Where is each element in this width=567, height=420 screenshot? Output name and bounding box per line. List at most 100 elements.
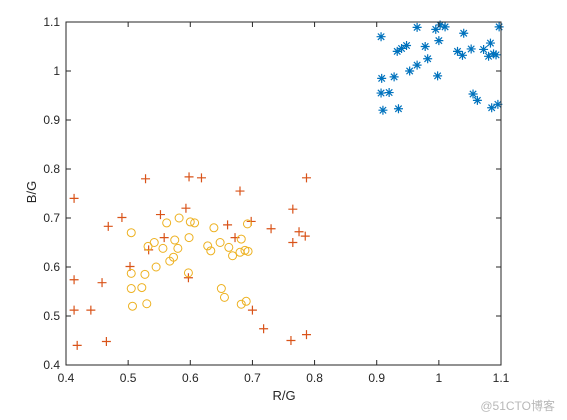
asterisk-point: [440, 22, 450, 32]
circle-point: [235, 247, 245, 257]
y-tick-label: 0.9: [43, 113, 60, 127]
y-tick-label: 0.5: [43, 309, 60, 323]
asterisk-point: [453, 46, 462, 56]
asterisk-point: [402, 41, 412, 51]
plus-point: [86, 305, 96, 315]
plus-point: [301, 330, 311, 340]
y-tick-label: 0.8: [43, 162, 60, 176]
circle-point: [149, 238, 159, 247]
plus-point: [117, 213, 127, 223]
asterisk-point: [376, 88, 386, 98]
circle-point: [173, 243, 183, 253]
asterisk-point: [412, 22, 422, 32]
plus-point: [101, 336, 111, 346]
plus-point: [223, 220, 233, 230]
circle-point: [184, 233, 194, 243]
asterisk-point: [378, 105, 388, 115]
asterisk-point: [457, 50, 467, 60]
y-tick-label: 0.6: [43, 260, 60, 274]
circle-point: [224, 242, 234, 252]
asterisk-point: [377, 73, 387, 83]
y-tick-label: 0.7: [43, 211, 60, 225]
plus-point: [69, 305, 79, 315]
x-tick-label: 0.7: [244, 371, 261, 385]
circle-point: [236, 299, 246, 309]
plus-point: [97, 278, 107, 288]
circle-point: [126, 284, 136, 294]
asterisk-point: [384, 88, 394, 98]
plus-point: [286, 336, 296, 345]
circle-point: [243, 246, 253, 256]
asterisk-point: [493, 99, 503, 109]
circle-point: [219, 292, 229, 302]
circle-point: [126, 228, 136, 238]
asterisk-point: [491, 50, 501, 60]
asterisk-point: [479, 44, 489, 54]
x-tick-label: 1.1: [493, 371, 510, 385]
x-axis-label: R/G: [272, 388, 295, 403]
circle-point: [209, 223, 219, 233]
plus-point: [300, 231, 310, 241]
circle-point: [140, 269, 150, 279]
asterisk-point: [393, 104, 403, 114]
plus-point: [230, 233, 240, 243]
circle-point: [137, 283, 147, 293]
plus-point: [266, 224, 276, 234]
plus-point: [196, 173, 206, 183]
circle-point: [203, 241, 213, 251]
plus-point: [294, 227, 304, 237]
x-tick-label: 0.5: [120, 371, 137, 385]
asterisk-point: [485, 38, 495, 48]
asterisk-point: [392, 46, 402, 56]
x-tick-label: 0.8: [306, 371, 323, 385]
asterisk-point: [494, 22, 504, 32]
circle-point: [242, 219, 252, 229]
asterisk-point: [431, 24, 441, 34]
asterisk-point: [435, 20, 445, 30]
plus-point: [103, 221, 113, 231]
asterisk-point: [459, 28, 469, 38]
asterisk-point: [487, 103, 497, 113]
asterisk-point: [423, 54, 433, 64]
plus-point: [159, 233, 169, 243]
x-tick-label: 0.4: [58, 371, 75, 385]
circle-point: [216, 284, 226, 294]
asterisk-point: [412, 60, 422, 70]
plus-point: [247, 305, 257, 315]
plus-point: [235, 186, 245, 196]
asterisk-point: [376, 32, 386, 42]
asterisk-point: [466, 44, 476, 54]
watermark: @51CTO博客: [480, 399, 555, 413]
axis-ticks: 0.4 0.5 0.6 0.7 0.8 0.9 1 1.1 0.4 0.5 0.6 0.7 0.8 0.9…: [43, 15, 509, 385]
plus-point: [259, 324, 269, 334]
asterisk-point: [489, 49, 499, 59]
circle-point: [169, 252, 179, 262]
circle-point: [190, 218, 200, 228]
asterisk-point: [433, 71, 443, 81]
x-tick-label: 0.9: [368, 371, 385, 385]
circle-point: [158, 243, 168, 253]
circle-point: [183, 268, 193, 278]
x-tick-label: 0.6: [182, 371, 199, 385]
y-tick-label: 0.4: [43, 358, 60, 372]
asterisk-point: [434, 36, 444, 46]
plus-point: [288, 238, 298, 247]
asterisk-point: [397, 43, 407, 53]
plus-point: [301, 173, 311, 183]
asterisk-point: [405, 66, 415, 76]
plot-marks: [69, 20, 504, 350]
asterisk-point: [468, 89, 478, 99]
asterisk-point: [472, 95, 482, 105]
circle-point: [241, 296, 251, 306]
circle-point: [174, 213, 184, 223]
circle-point: [228, 251, 238, 261]
asterisk-point: [484, 51, 494, 61]
axes-frame: [65, 21, 502, 366]
x-tick-label: 1: [436, 371, 443, 385]
y-tick-label: 1: [53, 64, 60, 78]
circle-point: [215, 238, 225, 247]
y-tick-label: 1.1: [43, 15, 60, 29]
plus-point: [184, 172, 194, 182]
asterisk-point: [420, 42, 430, 51]
